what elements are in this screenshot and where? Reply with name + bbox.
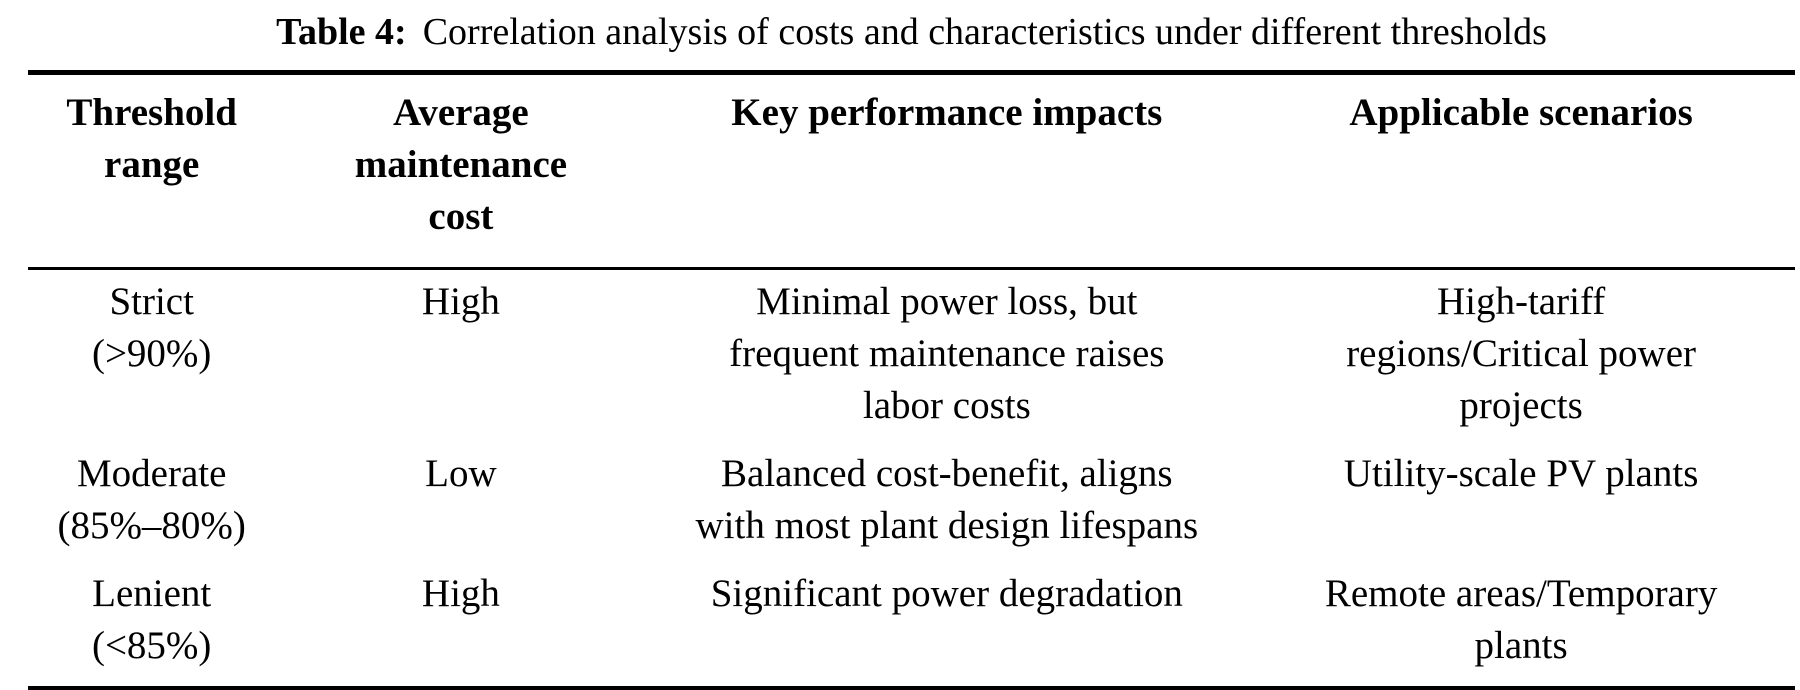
table-caption: Table 4: Correlation analysis of costs an… — [28, 4, 1795, 60]
col-header-average-maintenance-cost: Average maintenance cost — [354, 91, 568, 238]
cell-strict-applicable-scenarios: High-tariff regions/Critical power proje… — [1346, 280, 1697, 427]
col-header-threshold-range: Threshold range — [66, 91, 237, 186]
cell-strict-avg-maintenance-cost: High — [421, 280, 500, 323]
cell-lenient-threshold-range: Lenient (<85%) — [91, 572, 212, 667]
table-header-row: Threshold range Average maintenance cost… — [28, 73, 1795, 269]
correlation-table: Threshold range Average maintenance cost… — [28, 70, 1795, 690]
cell-moderate-threshold-range: Moderate (85%–80%) — [57, 452, 246, 547]
cell-lenient-key-performance-impacts: Significant power degradation — [710, 572, 1183, 615]
table-caption-title: Correlation analysis of costs and charac… — [422, 11, 1547, 53]
paper-page: Table 4: Correlation analysis of costs an… — [0, 4, 1800, 690]
cell-strict-threshold-range: Strict (>90%) — [91, 280, 212, 375]
cell-strict-key-performance-impacts: Minimal power loss, but frequent mainten… — [729, 280, 1165, 427]
col-header-key-performance-impacts: Key performance impacts — [731, 91, 1163, 134]
cell-lenient-avg-maintenance-cost: High — [421, 572, 500, 615]
cell-moderate-key-performance-impacts: Balanced cost-benefit, aligns with most … — [695, 452, 1199, 547]
table-row-moderate: Moderate (85%–80%) Low Balanced cost-ben… — [28, 442, 1795, 562]
col-header-applicable-scenarios: Applicable scenarios — [1349, 91, 1693, 134]
table-caption-number: Table 4: — [276, 11, 407, 53]
table-row-lenient: Lenient (<85%) High Significant power de… — [28, 562, 1795, 689]
cell-moderate-applicable-scenarios: Utility-scale PV plants — [1343, 452, 1699, 495]
cell-moderate-avg-maintenance-cost: Low — [425, 452, 497, 495]
table-row-strict: Strict (>90%) High Minimal power loss, b… — [28, 269, 1795, 443]
cell-lenient-applicable-scenarios: Remote areas/Temporary plants — [1324, 572, 1718, 667]
